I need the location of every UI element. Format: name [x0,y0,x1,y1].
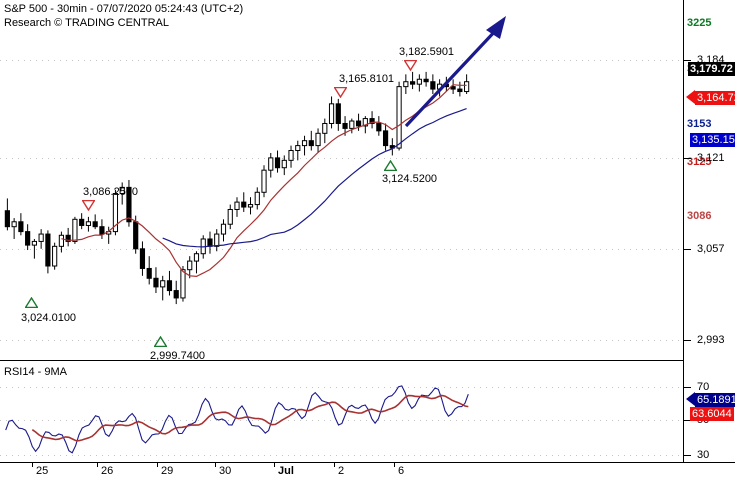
annotation-label-3024: 3,024.0100 [21,312,77,324]
gridline-rsi [0,455,684,456]
rsi-axis-tick [684,455,691,456]
annotation-marker-down-3182 [404,60,417,71]
annotation-label-3124: 3,124.5200 [382,173,438,185]
x-axis-label: 30 [219,465,232,477]
gridline-rsi [0,420,684,421]
x-axis-tick [394,462,395,467]
annotation-label-3182: 3,182.5901 [399,46,455,58]
price-tick-label: 3,121 [697,152,725,164]
gridline [0,158,684,159]
axis-tick [684,249,691,250]
price-panel [683,0,684,462]
x-axis-tick [157,462,158,467]
level-label-3125: 3125 [687,156,712,168]
annotation-label-2999: 2,999.7400 [150,350,206,362]
ma-blue-flag: 3,135.15 [690,133,735,147]
rsi-tick-label: 70 [697,381,710,393]
gridline [0,60,684,61]
chart-title: S&P 500 - 30min - 07/07/2020 05:24:43 (U… [4,3,244,15]
rsi-panel-title: RSI14 - 9MA [4,366,67,378]
trend-arrow-up [404,16,506,128]
price-series-svg [4,16,506,305]
x-axis-label: Jul [278,465,294,477]
x-axis-label: 2 [338,465,345,477]
axis-tick [684,340,691,341]
level-label-3086: 3086 [687,210,712,222]
axis-tick [684,60,691,61]
rsi-value-flag: 65.1891 [695,393,735,407]
annotation-label-3086: 3,086.2500 [83,186,139,198]
x-axis-line [0,462,735,463]
x-axis-label: 29 [161,465,174,477]
x-axis-tick [215,462,216,467]
price-tick-label: 3,057 [697,243,725,255]
gridline [0,340,684,341]
annotation-marker-up-3024 [25,297,38,308]
x-axis-tick [97,462,98,467]
level-label-3225: 3225 [687,17,712,29]
x-axis-label: 25 [36,465,49,477]
rsi-tick-label: 30 [697,449,710,461]
rsi-axis-tick [684,420,691,421]
x-axis-label: 6 [398,465,405,477]
rsi-series-svg [5,385,469,454]
price-tick-label: 2,993 [697,334,725,346]
panel-divider [0,360,684,361]
level-label-3153: 3153 [687,118,712,130]
gridline-rsi [0,387,684,388]
annotation-label-3165: 3,165.8101 [339,73,395,85]
annotation-marker-down-3086 [82,200,95,211]
x-axis-tick [32,462,33,467]
x-axis-label: 26 [101,465,114,477]
annotation-marker-down-3165 [334,87,347,98]
research-provider-label: Research © TRADING CENTRAL [4,17,169,29]
last-price-flag: 3,179.72 [688,62,735,76]
axis-tick [684,158,691,159]
gridline [0,249,684,250]
x-axis-tick [274,462,275,467]
annotation-marker-up-3124 [384,160,397,171]
x-axis-tick [334,462,335,467]
annotation-marker-up-2999 [154,336,167,347]
ma-red-flag-value: 3,164.72 [695,91,735,105]
rsi-ma-flag: 63.6044 [690,407,734,421]
rsi-axis-tick [684,387,691,388]
